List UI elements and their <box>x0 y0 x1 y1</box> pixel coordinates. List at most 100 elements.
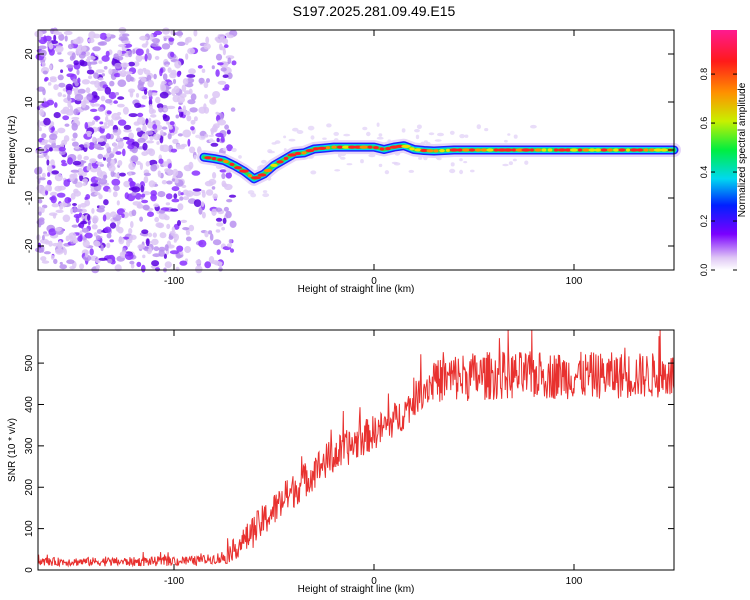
spectrogram-noise-blob <box>169 121 175 126</box>
spectrogram-faint-blob <box>464 134 469 138</box>
spectrogram-noise-blob <box>127 171 132 177</box>
spectrogram-noise-blob <box>100 244 104 252</box>
spectrogram-noise-blob <box>91 120 96 125</box>
spectrogram-noise-blob <box>105 115 109 123</box>
spectrogram-noise-blob <box>99 32 108 40</box>
spectrogram-noise-blob <box>162 27 170 35</box>
spectrogram-noise-blob <box>145 130 154 135</box>
spectrogram-noise-blob <box>95 69 105 73</box>
spectrogram-noise-blob <box>129 181 136 187</box>
spectrogram-noise-blob <box>117 226 124 234</box>
spectrogram-noise-blob <box>168 235 174 240</box>
spectrogram-noise-blob <box>135 93 140 98</box>
spectrogram-noise-blob <box>79 160 85 166</box>
spectrogram-faint-blob <box>333 131 340 136</box>
spectrogram-noise-blob <box>217 62 224 66</box>
spectrogram-noise-blob <box>129 234 137 240</box>
spectrogram-x-tick-label: -100 <box>164 276 184 287</box>
spectrogram-noise-blob <box>104 226 112 233</box>
spectrogram-noise-blob <box>179 196 184 201</box>
trace-core <box>439 149 445 153</box>
spectrogram-noise-blob <box>154 128 158 134</box>
spectrogram-noise-blob <box>61 159 66 164</box>
spectrogram-faint-blob <box>198 135 206 141</box>
spectrogram-noise-blob <box>127 144 135 150</box>
spectrogram-noise-blob <box>118 36 127 41</box>
spectrogram-noise-blob <box>211 260 220 265</box>
spectrogram-noise-blob <box>192 190 201 197</box>
trace-core <box>557 148 567 152</box>
spectrogram-faint-blob <box>436 157 442 161</box>
spectrogram-noise-blob <box>65 235 70 242</box>
spectrogram-faint-blob <box>238 155 242 159</box>
spectrogram-noise-blob <box>222 48 226 56</box>
spectrogram-noise-blob <box>212 172 217 179</box>
spectrogram-noise-blob <box>78 212 83 217</box>
spectrogram-noise-blob <box>69 235 74 243</box>
spectrogram-noise-blob <box>150 114 157 118</box>
spectrogram-noise-blob <box>172 168 179 177</box>
spectrogram-noise-blob <box>128 187 138 191</box>
trace-core <box>247 174 253 178</box>
spectrogram-noise-blob <box>153 73 157 80</box>
spectrogram-noise-blob <box>64 35 68 42</box>
spectrogram-noise-blob <box>121 213 125 218</box>
spectrogram-noise-blob <box>122 136 130 140</box>
spectrogram-noise-blob <box>63 30 73 36</box>
spectrogram-faint-blob <box>296 130 304 134</box>
spectrogram-noise-blob <box>84 122 89 130</box>
trace-core <box>618 148 626 152</box>
trace-core <box>541 148 547 152</box>
spectrogram-noise-blob <box>102 214 107 222</box>
spectrogram-noise-blob <box>158 173 162 178</box>
spectrogram-noise-blob <box>130 155 139 163</box>
spectrogram-noise-blob <box>117 79 127 87</box>
spectrogram-noise-blob <box>136 161 142 165</box>
colorbar-label: Normalized spectral amplitude <box>737 82 748 217</box>
spectrogram-noise-blob <box>177 203 184 211</box>
spectrogram-noise-blob <box>172 94 180 103</box>
spectrogram-noise-blob <box>120 62 130 68</box>
snr-axis-ticks: -100 0 100 0 100 200 300 400 500 <box>24 330 674 587</box>
spectrogram-y-tick-label: -10 <box>24 190 35 205</box>
spectrogram-faint-blob <box>376 122 380 127</box>
spectrogram-noise-blob <box>94 192 101 196</box>
spectrogram-noise-blob <box>97 106 104 112</box>
spectrogram-noise-blob <box>98 77 104 81</box>
spectrogram-noise-blob <box>82 178 88 184</box>
spectrogram-noise-blob <box>112 142 117 147</box>
spectrogram-noise-blob <box>72 203 77 206</box>
spectrogram-noise-blob <box>97 41 105 46</box>
spectrogram-noise-blob <box>222 217 227 224</box>
spectrogram-noise-blob <box>185 53 189 60</box>
spectrogram-noise-blob <box>159 144 164 152</box>
spectrogram-noise-blob <box>112 191 118 198</box>
spectrogram-noise-blob <box>81 172 87 177</box>
spectrogram-faint-blob <box>512 158 517 162</box>
trace-core <box>263 168 273 173</box>
spectrogram-noise-blob <box>153 133 161 141</box>
spectrogram-noise-blob <box>190 119 196 125</box>
spectrogram-noise-blob <box>110 119 114 127</box>
spectrogram-noise-blob <box>54 45 64 53</box>
trace-core <box>294 151 302 156</box>
spectrogram-noise-blob <box>155 124 163 131</box>
spectrogram-noise-blob <box>96 229 103 234</box>
spectrogram-noise-blob <box>149 135 154 141</box>
spectrogram-x-tick-label: 100 <box>566 276 583 287</box>
spectrogram-noise-blob <box>210 129 214 136</box>
spectrogram-faint-blob <box>484 128 489 132</box>
trace-core <box>401 144 411 148</box>
spectrogram-noise-blob <box>217 80 227 85</box>
trace-core <box>325 146 331 150</box>
spectrogram-noise-blob <box>109 80 115 87</box>
trace-core <box>331 145 337 149</box>
spectrogram-noise-blob <box>161 180 167 185</box>
spectrogram-noise-blob <box>185 236 192 242</box>
spectrogram-noise-blob <box>67 157 73 165</box>
spectrogram-noise-blob <box>142 142 148 151</box>
colorbar-tick-label: 0.0 <box>699 264 709 277</box>
spectrogram-noise-blob <box>142 254 146 259</box>
spectrogram-noise-blob <box>190 93 197 101</box>
spectrogram-noise-blob <box>226 199 233 203</box>
